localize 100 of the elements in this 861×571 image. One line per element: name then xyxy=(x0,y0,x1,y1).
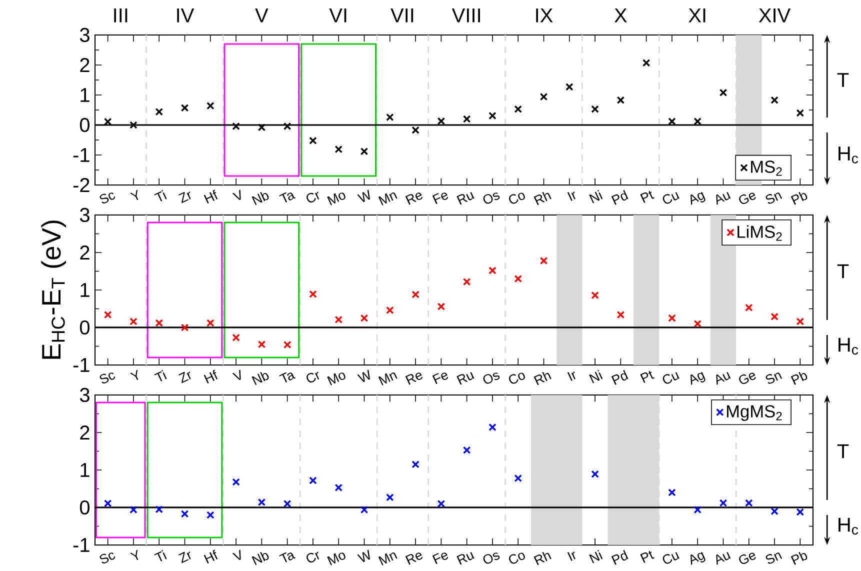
point xyxy=(180,510,189,518)
x-tick-label: Zr xyxy=(178,192,191,204)
point xyxy=(258,340,266,348)
text: VIII xyxy=(452,8,480,22)
x-tick-label: Mn xyxy=(378,372,398,386)
x-tick-label: Mn xyxy=(378,192,398,206)
point xyxy=(591,470,599,478)
x-tick-label: Ti xyxy=(154,190,167,202)
y-tick-label: -1 xyxy=(73,538,90,552)
point xyxy=(412,460,420,468)
x-tick-label: Nb xyxy=(252,552,269,566)
point xyxy=(412,290,420,298)
x-tick-label: Co xyxy=(508,192,525,204)
x-tick-label: Ni xyxy=(589,550,603,564)
x-tick-label: Rh xyxy=(534,192,552,206)
point xyxy=(232,122,240,130)
x-tick-label: Mo xyxy=(327,192,346,206)
point xyxy=(155,108,163,116)
point xyxy=(130,121,138,129)
y-tick-label: -1 xyxy=(73,148,90,162)
point xyxy=(745,304,753,312)
x-tick-label: Cr xyxy=(306,192,320,202)
x-tick-label: Pt xyxy=(640,190,654,203)
x-tick-label: Ge xyxy=(739,372,756,384)
x-tick-label: Ni xyxy=(589,370,603,384)
x-tick-label: Re xyxy=(405,552,422,565)
x-tick-label: Hf xyxy=(204,550,218,564)
point xyxy=(462,115,471,123)
x-tick-label: Sn xyxy=(766,372,782,384)
y-tick-label: 2 xyxy=(80,426,90,440)
y-tick-label: 3 xyxy=(80,388,90,402)
text: X xyxy=(614,8,627,22)
point xyxy=(694,320,702,328)
point xyxy=(386,306,394,314)
point xyxy=(334,484,342,492)
x-tick-label: Mo xyxy=(327,372,346,386)
point xyxy=(591,291,599,300)
point xyxy=(334,316,342,324)
point xyxy=(694,506,702,514)
point xyxy=(668,118,676,126)
x-tick-label: Rh xyxy=(534,552,552,566)
point xyxy=(334,145,342,154)
x-tick-label: Sn xyxy=(766,192,782,204)
x-tick-label: Pb xyxy=(790,192,808,205)
x-tick-label: Ag xyxy=(690,372,706,385)
point xyxy=(770,96,778,104)
x-tick-label: Sc xyxy=(100,552,116,564)
x-tick-label: Cu xyxy=(662,552,680,564)
point xyxy=(412,126,420,134)
point xyxy=(104,499,112,508)
point xyxy=(437,500,446,508)
x-tick-label: Y xyxy=(130,190,138,200)
point xyxy=(616,96,625,104)
point xyxy=(488,266,496,274)
x-tick-label: Sn xyxy=(766,552,782,564)
y-tick-label: -2 xyxy=(73,178,90,192)
point xyxy=(668,488,676,496)
x-tick-label: Au xyxy=(716,372,731,385)
x-tick-label: Ge xyxy=(739,552,756,564)
point xyxy=(462,278,471,286)
x-tick-label: Sc xyxy=(100,192,116,204)
point xyxy=(155,319,163,327)
text: III xyxy=(114,8,128,22)
point xyxy=(437,117,446,125)
x-tick-label: Re xyxy=(405,192,422,205)
x-tick-label: Ta xyxy=(279,552,296,562)
x-tick-label: Cr xyxy=(306,372,320,382)
x-tick-label: Pd xyxy=(611,550,628,565)
x-tick-label: V xyxy=(232,190,241,200)
x-tick-label: Pt xyxy=(640,370,654,383)
text: T xyxy=(837,444,849,458)
point xyxy=(283,340,292,349)
legend-label: LiMS$_{2}$ xyxy=(738,225,782,241)
x-tick-label: Co xyxy=(508,372,525,384)
x-tick-label: Fe xyxy=(432,192,448,204)
point xyxy=(437,302,446,310)
point xyxy=(514,274,522,283)
text: VI xyxy=(329,8,346,22)
x-tick-label: W xyxy=(357,550,370,562)
x-tick-label: Mo xyxy=(327,552,346,566)
x-tick-label: W xyxy=(357,370,370,382)
x-tick-label: Sc xyxy=(100,372,116,384)
point xyxy=(232,478,240,486)
text: H$_{c}$ xyxy=(838,518,858,535)
x-tick-label: Ag xyxy=(690,552,706,565)
point xyxy=(283,500,292,508)
y-tick-label: 3 xyxy=(80,28,90,42)
x-tick-label: Zr xyxy=(178,552,191,564)
point xyxy=(180,324,189,332)
x-tick-label: Pt xyxy=(640,550,654,563)
y-tick-label: 2 xyxy=(80,246,90,260)
x-tick-label: Ta xyxy=(279,372,296,382)
point xyxy=(180,104,189,112)
x-tick-label: Ir xyxy=(567,552,576,561)
point xyxy=(258,124,266,132)
point xyxy=(616,310,625,319)
x-tick-label: Ti xyxy=(154,370,167,382)
text: IX xyxy=(536,8,553,22)
x-tick-label: Hf xyxy=(204,370,218,384)
x-tick-label: Fe xyxy=(432,552,448,564)
